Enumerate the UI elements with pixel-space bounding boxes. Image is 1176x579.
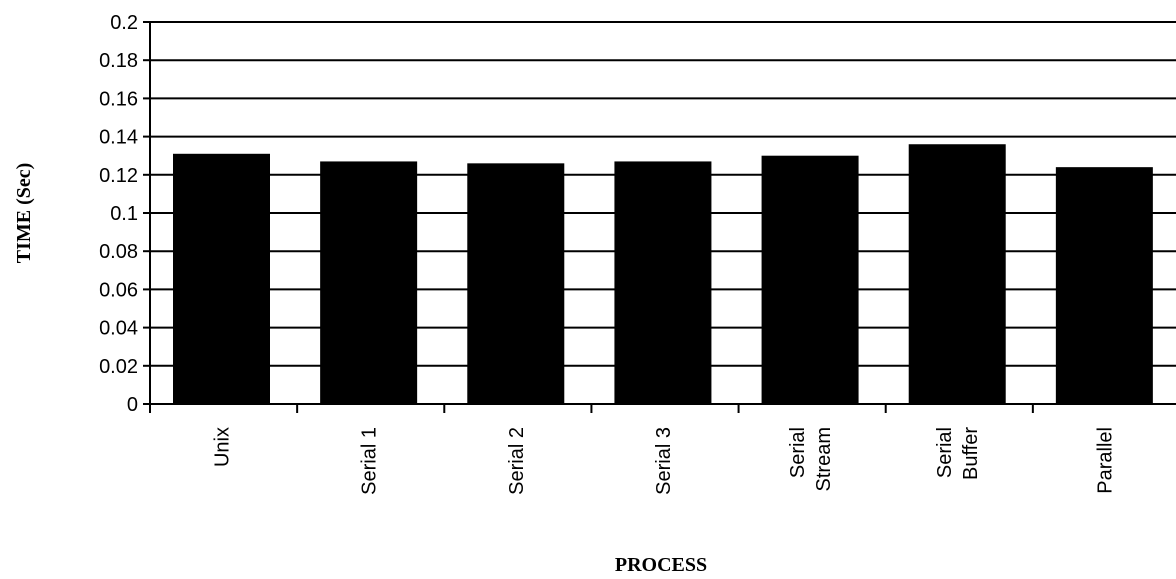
y-axis-title: TIME (Sec): [13, 163, 35, 264]
x-category-label: Serial 3: [653, 427, 675, 495]
x-category-label: Serial 1: [359, 427, 381, 495]
bar: [1055, 167, 1153, 404]
x-category-label: Serial: [787, 427, 809, 478]
bar: [908, 144, 1006, 405]
y-tick-label: 0.08: [99, 241, 138, 263]
y-tick-label: 0.04: [99, 318, 138, 340]
bar: [467, 163, 565, 404]
x-category-label: Buffer: [960, 427, 982, 480]
x-axis-title: PROCESS: [615, 554, 707, 576]
x-category-label: Unix: [212, 427, 234, 467]
x-category-label: Parallel: [1094, 427, 1116, 494]
y-tick-label: 0.02: [99, 356, 138, 378]
y-tick-label: 0.18: [99, 50, 138, 72]
y-tick-label: 0.12: [99, 165, 138, 187]
y-tick-label: 0.16: [99, 88, 138, 110]
x-category-label: Serial 2: [506, 427, 528, 495]
y-tick-labels: 0 0.02 0.04 0.06 0.08 0.1 0.12 0.14 0.16 0.18 0.2: [99, 12, 150, 416]
x-category-label: Serial: [934, 427, 956, 478]
bar: [761, 155, 859, 404]
bar: [320, 161, 418, 404]
bar: [173, 153, 270, 404]
x-category-labels: Unix Serial 1 Serial 2 Serial 3 Serial Stream…: [212, 427, 1117, 495]
y-tick-label: 0.2: [110, 12, 138, 34]
bars: [173, 144, 1153, 405]
y-tick-label: 0.1: [110, 203, 138, 225]
bar: [614, 161, 712, 404]
y-tick-label: 0: [127, 394, 138, 416]
x-category-label: Stream: [813, 427, 835, 491]
y-tick-label: 0.14: [99, 127, 138, 149]
y-tick-label: 0.06: [99, 279, 138, 301]
